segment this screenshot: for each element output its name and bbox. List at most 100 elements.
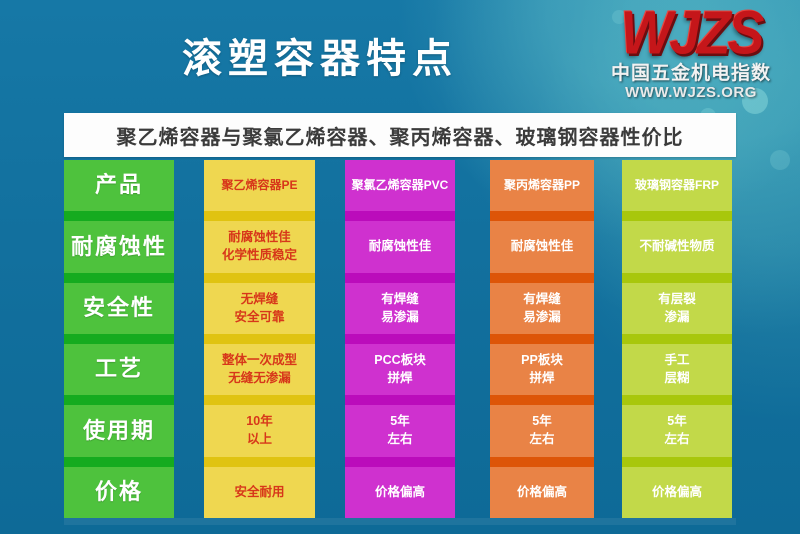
column-gap — [315, 160, 345, 211]
cell-line: 聚氯乙烯容器PVC — [351, 178, 449, 193]
cell-line: 安全性 — [82, 294, 155, 320]
cell-line: 耐腐蚀性佳 — [368, 239, 432, 254]
cell-line: 无焊缝 — [240, 291, 279, 306]
column-gap — [455, 283, 490, 334]
cell-line: 聚乙烯容器PE — [221, 178, 298, 193]
table-cell-pp: 5年左右 — [490, 405, 594, 457]
cell-line: 安全耐用 — [234, 484, 285, 499]
cell-line: 拼焊 — [529, 371, 555, 386]
cell-line: 化学性质稳定 — [221, 248, 297, 263]
cell-line: 拼焊 — [387, 371, 413, 386]
column-gap — [174, 344, 204, 395]
table-header-pe: 聚乙烯容器PE — [204, 160, 315, 212]
table-cell-pe: 耐腐蚀性佳化学性质稳定 — [204, 221, 315, 273]
column-gap — [315, 405, 345, 456]
column-gap — [315, 283, 345, 334]
column-gap — [174, 160, 204, 211]
table-cell-frp: 5年 左右 — [622, 405, 732, 457]
table-header-pvc: 聚氯乙烯容器PVC — [345, 160, 455, 212]
column-gap — [174, 405, 204, 456]
cell-line: 整体一次成型 — [221, 352, 297, 367]
table-row-label: 安全性 — [64, 282, 174, 334]
cell-line: 聚丙烯容器PP — [503, 178, 580, 193]
column-gap — [594, 160, 622, 211]
cell-line: 有层裂 — [658, 291, 696, 306]
table-cell-pp: PP板块拼焊 — [490, 343, 594, 396]
subtitle-bar: 聚乙烯容器与聚氯乙烯容器、聚丙烯容器、玻璃钢容器性价比 — [64, 113, 736, 157]
cell-line: 耐腐蚀性 — [70, 233, 167, 259]
table-header-frp: 玻璃钢容器FRP — [622, 160, 732, 212]
cell-line: 层糊 — [664, 371, 690, 386]
column-gap — [455, 405, 490, 456]
cell-line: 10年 — [246, 414, 273, 429]
cell-line: 不耐碱性物质 — [639, 239, 715, 254]
subtitle-text: 聚乙烯容器与聚氯乙烯容器、聚丙烯容器、玻璃钢容器性价比 — [116, 126, 684, 149]
table-cell-pp: 价格偏高 — [490, 466, 594, 518]
column-gap — [315, 221, 345, 272]
table-cell-pe: 安全耐用 — [204, 466, 315, 518]
cell-line: PP板块 — [521, 352, 563, 367]
table-cell-pvc: 有焊缝 易渗漏 — [345, 282, 455, 334]
cell-line: 左右 — [529, 432, 555, 447]
cell-line: 耐腐蚀性佳 — [510, 239, 574, 254]
cell-line: 有焊缝 — [381, 291, 419, 306]
column-gap — [315, 467, 345, 518]
table-header-pp: 聚丙烯容器PP — [490, 160, 594, 212]
table-cell-pe: 10年以上 — [204, 405, 315, 457]
table-cell-frp: 价格偏高 — [622, 466, 732, 518]
cell-line: 左右 — [664, 432, 690, 447]
table-row-label: 使用期 — [64, 405, 174, 457]
cell-line: 5年 — [390, 414, 410, 429]
snow-dot — [770, 150, 790, 170]
snow-dot — [612, 10, 626, 24]
comparison-table: 产品 聚乙烯容器PE 聚氯乙烯容器PVC 聚丙烯容器PP 玻璃钢容器FRP 耐腐… — [64, 160, 736, 518]
cell-line: 易渗漏 — [381, 309, 419, 324]
table-cell-frp: 不耐碱性物质 — [622, 221, 732, 273]
cell-line: 左右 — [387, 432, 413, 447]
table-header-category: 产品 — [64, 160, 174, 212]
table-row-label: 工艺 — [64, 343, 174, 396]
cell-line: 无缝无渗漏 — [228, 371, 291, 386]
table-cell-pe: 无焊缝 安全可靠 — [204, 282, 315, 334]
cell-line: 耐腐蚀性佳 — [228, 230, 291, 245]
table-cell-pp: 耐腐蚀性佳 — [490, 221, 594, 273]
column-gap — [455, 221, 490, 272]
table-cell-pvc: PCC板块拼焊 — [345, 343, 455, 396]
table-grid: 产品 聚乙烯容器PE 聚氯乙烯容器PVC 聚丙烯容器PP 玻璃钢容器FRP 耐腐… — [64, 160, 736, 518]
cell-line: 有焊缝 — [523, 291, 561, 306]
cell-line: PCC板块 — [374, 352, 426, 367]
cell-line: 价格偏高 — [516, 484, 567, 499]
table-row-label: 耐腐蚀性 — [64, 221, 174, 273]
cell-line: 手工 — [664, 352, 690, 367]
cell-line: 安全可靠 — [234, 309, 285, 324]
cell-line: 玻璃钢容器FRP — [634, 178, 719, 193]
column-gap — [594, 221, 622, 272]
cell-line: 易渗漏 — [523, 309, 561, 324]
page-title: 滚塑容器特点 — [182, 37, 458, 81]
table-cell-pp: 有焊缝 易渗漏 — [490, 282, 594, 334]
column-gap — [174, 221, 204, 272]
column-gap — [174, 467, 204, 518]
watermark-url: WWW.WJZS.ORG — [625, 84, 757, 101]
column-gap — [455, 160, 490, 211]
cell-line: 使用期 — [82, 417, 155, 443]
cell-line: 价格 — [94, 478, 143, 504]
column-gap — [594, 283, 622, 334]
cell-line: 产品 — [94, 172, 143, 198]
cell-line: 价格偏高 — [651, 484, 702, 499]
table-cell-frp: 有层裂 渗漏 — [622, 282, 732, 334]
table-cell-pe: 整体一次成型 无缝无渗漏 — [204, 343, 315, 396]
cell-line: 5年 — [532, 414, 552, 429]
cell-line: 以上 — [246, 432, 272, 447]
column-gap — [594, 467, 622, 518]
column-gap — [174, 283, 204, 334]
table-cell-pvc: 价格偏高 — [345, 466, 455, 518]
column-gap — [455, 344, 490, 395]
snow-dot — [742, 88, 768, 114]
column-gap — [594, 405, 622, 456]
column-gap — [455, 467, 490, 518]
table-cell-pvc: 5年左右 — [345, 405, 455, 457]
table-row-label: 价格 — [64, 466, 174, 518]
table-cell-pvc: 耐腐蚀性佳 — [345, 221, 455, 273]
